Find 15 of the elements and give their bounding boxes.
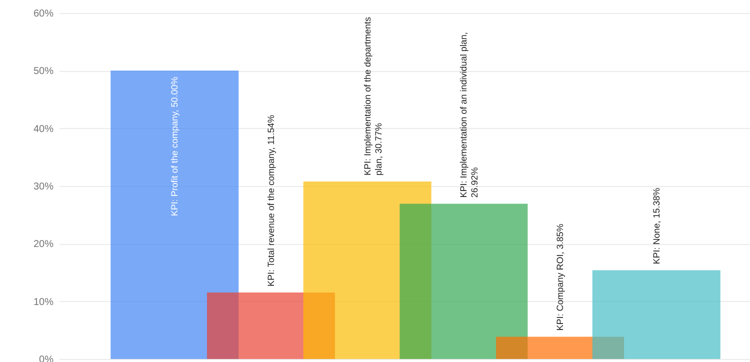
- bar: [400, 204, 528, 359]
- y-tick-label: 20%: [33, 239, 54, 250]
- bar: [592, 270, 720, 359]
- data-label: KPI: Total revenue of the company, 11.54%: [266, 114, 276, 286]
- data-label: KPI: Implementation of an individual plan, 26.92%: [458, 32, 480, 198]
- data-label: KPI: Implementation of the departments plan, 30.77%: [362, 16, 384, 176]
- y-tick-label: 40%: [33, 124, 54, 135]
- y-tick-label: 10%: [33, 296, 54, 308]
- y-tick-label: 60%: [33, 8, 54, 20]
- y-tick-label: 50%: [33, 66, 54, 78]
- y-tick-label: 30%: [33, 182, 54, 192]
- data-label: KPI: Company ROI, 3.85%: [555, 224, 566, 331]
- bar: [110, 70, 239, 359]
- data-label: KPI: Profit of the company, 50.00%: [170, 76, 180, 216]
- data-label: KPI: None, 15.38%: [651, 188, 662, 264]
